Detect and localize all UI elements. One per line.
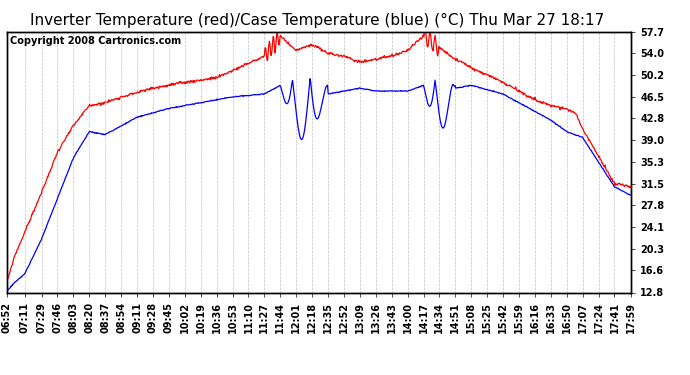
Text: Copyright 2008 Cartronics.com: Copyright 2008 Cartronics.com (10, 36, 181, 46)
Text: Inverter Temperature (red)/Case Temperature (blue) (°C) Thu Mar 27 18:17: Inverter Temperature (red)/Case Temperat… (30, 13, 604, 28)
